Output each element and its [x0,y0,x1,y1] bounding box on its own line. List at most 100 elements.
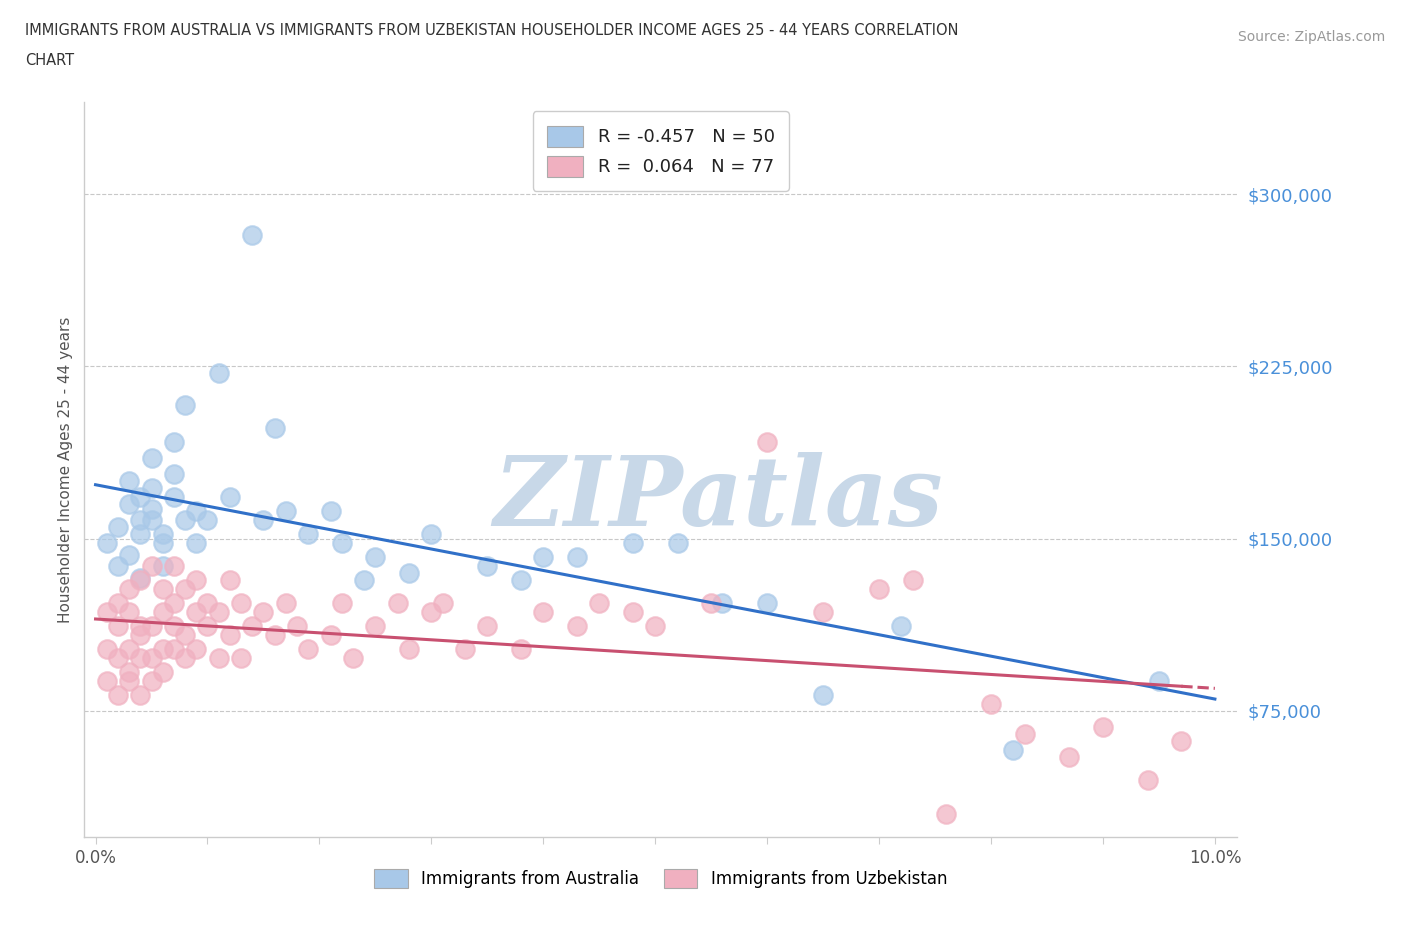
Point [129,650,152,665]
Point [174,512,197,527]
Point [163,490,186,505]
Point [96,673,118,688]
Point [197,512,219,527]
Point [1091,720,1114,735]
Point [1170,733,1192,748]
Point [531,550,554,565]
Point [186,573,208,588]
Point [477,559,499,574]
Point [509,642,531,657]
Point [208,650,231,665]
Point [141,451,163,466]
Point [364,618,387,633]
Point [118,581,141,596]
Point [811,604,834,619]
Point [152,559,174,574]
Point [319,503,342,518]
Point [107,559,129,574]
Point [96,604,118,619]
Point [174,628,197,643]
Point [980,697,1002,711]
Point [218,628,240,643]
Point [398,642,420,657]
Point [186,536,208,551]
Point [163,467,186,482]
Point [129,628,152,643]
Point [163,434,186,449]
Point [565,550,588,565]
Point [163,595,186,610]
Point [454,642,477,657]
Point [1059,750,1081,764]
Point [588,595,610,610]
Point [644,618,666,633]
Point [229,595,252,610]
Point [208,365,231,380]
Point [420,526,443,541]
Point [252,512,274,527]
Point [901,573,924,588]
Point [129,490,152,505]
Point [1002,742,1025,757]
Point [141,512,163,527]
Point [107,687,129,702]
Point [141,559,163,574]
Point [129,570,152,585]
Point [229,650,252,665]
Point [868,581,890,596]
Point [141,673,163,688]
Point [118,664,141,679]
Point [186,604,208,619]
Point [398,565,420,580]
Point [342,650,364,665]
Point [141,501,163,516]
Text: CHART: CHART [25,53,75,68]
Point [118,473,141,488]
Y-axis label: Householder Income Ages 25 - 44 years: Householder Income Ages 25 - 44 years [58,316,73,623]
Point [197,595,219,610]
Point [274,503,297,518]
Point [1014,726,1036,741]
Point [118,604,141,619]
Point [141,481,163,496]
Point [297,642,319,657]
Point [118,497,141,512]
Point [319,628,342,643]
Point [152,642,174,657]
Point [96,536,118,551]
Point [152,536,174,551]
Point [240,228,263,243]
Point [141,650,163,665]
Point [174,398,197,413]
Point [141,618,163,633]
Point [666,536,689,551]
Point [811,687,834,702]
Point [1147,673,1170,688]
Point [531,604,554,619]
Point [118,642,141,657]
Text: Source: ZipAtlas.com: Source: ZipAtlas.com [1237,30,1385,44]
Point [621,604,644,619]
Point [163,559,186,574]
Point [364,550,387,565]
Point [263,628,285,643]
Point [700,595,723,610]
Point [129,687,152,702]
Point [107,618,129,633]
Point [330,595,353,610]
Point [252,604,274,619]
Point [353,573,375,588]
Point [711,595,734,610]
Legend: R = -0.457   N = 50, R =  0.064   N = 77: R = -0.457 N = 50, R = 0.064 N = 77 [533,112,789,191]
Point [565,618,588,633]
Text: ZIPatlas: ZIPatlas [494,452,943,546]
Point [240,618,263,633]
Point [107,520,129,535]
Point [118,547,141,562]
Point [218,573,240,588]
Point [186,503,208,518]
Point [152,526,174,541]
Point [935,806,957,821]
Point [152,581,174,596]
Point [509,573,531,588]
